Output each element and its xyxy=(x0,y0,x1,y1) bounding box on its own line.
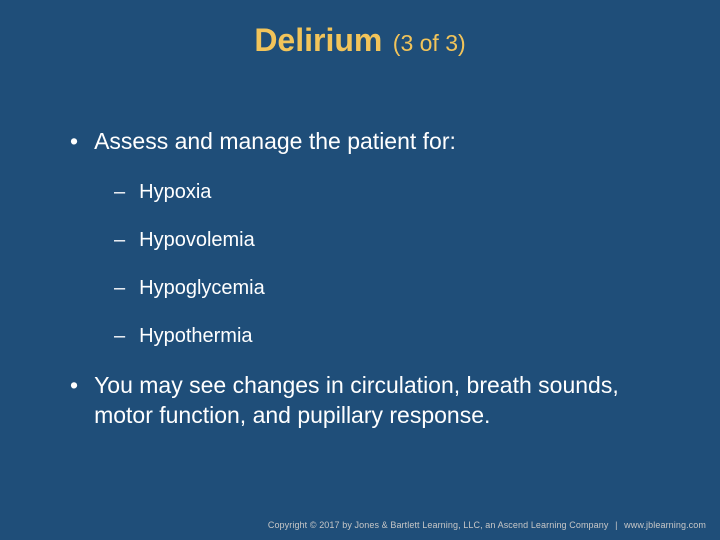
bullet-item: – Hypovolemia xyxy=(114,227,650,253)
footer-url: www.jblearning.com xyxy=(624,520,706,530)
bullet-dash-icon: – xyxy=(114,227,125,253)
bullet-item: – Hypoxia xyxy=(114,179,650,205)
slide-title-sub: (3 of 3) xyxy=(393,30,466,56)
footer-copyright: Copyright © 2017 by Jones & Bartlett Lea… xyxy=(268,520,609,530)
bullet-dot-icon: • xyxy=(70,371,78,401)
slide-content: • Assess and manage the patient for: – H… xyxy=(0,69,720,431)
bullet-text: Hypoxia xyxy=(139,179,650,205)
bullet-text: Hypoglycemia xyxy=(139,275,650,301)
bullet-item: – Hypothermia xyxy=(114,323,650,349)
bullet-dash-icon: – xyxy=(114,275,125,301)
footer: Copyright © 2017 by Jones & Bartlett Lea… xyxy=(268,520,706,530)
bullet-dot-icon: • xyxy=(70,127,78,157)
footer-separator-icon: | xyxy=(615,520,617,530)
bullet-text: Assess and manage the patient for: xyxy=(94,127,650,157)
slide: Delirium (3 of 3) • Assess and manage th… xyxy=(0,0,720,540)
title-area: Delirium (3 of 3) xyxy=(0,0,720,69)
bullet-dash-icon: – xyxy=(114,179,125,205)
slide-title-main: Delirium xyxy=(254,22,382,58)
bullet-text: Hypovolemia xyxy=(139,227,650,253)
bullet-text: You may see changes in circulation, brea… xyxy=(94,371,650,431)
bullet-item: • Assess and manage the patient for: xyxy=(70,127,650,157)
bullet-item: • You may see changes in circulation, br… xyxy=(70,371,650,431)
bullet-dash-icon: – xyxy=(114,323,125,349)
bullet-item: – Hypoglycemia xyxy=(114,275,650,301)
bullet-text: Hypothermia xyxy=(139,323,650,349)
